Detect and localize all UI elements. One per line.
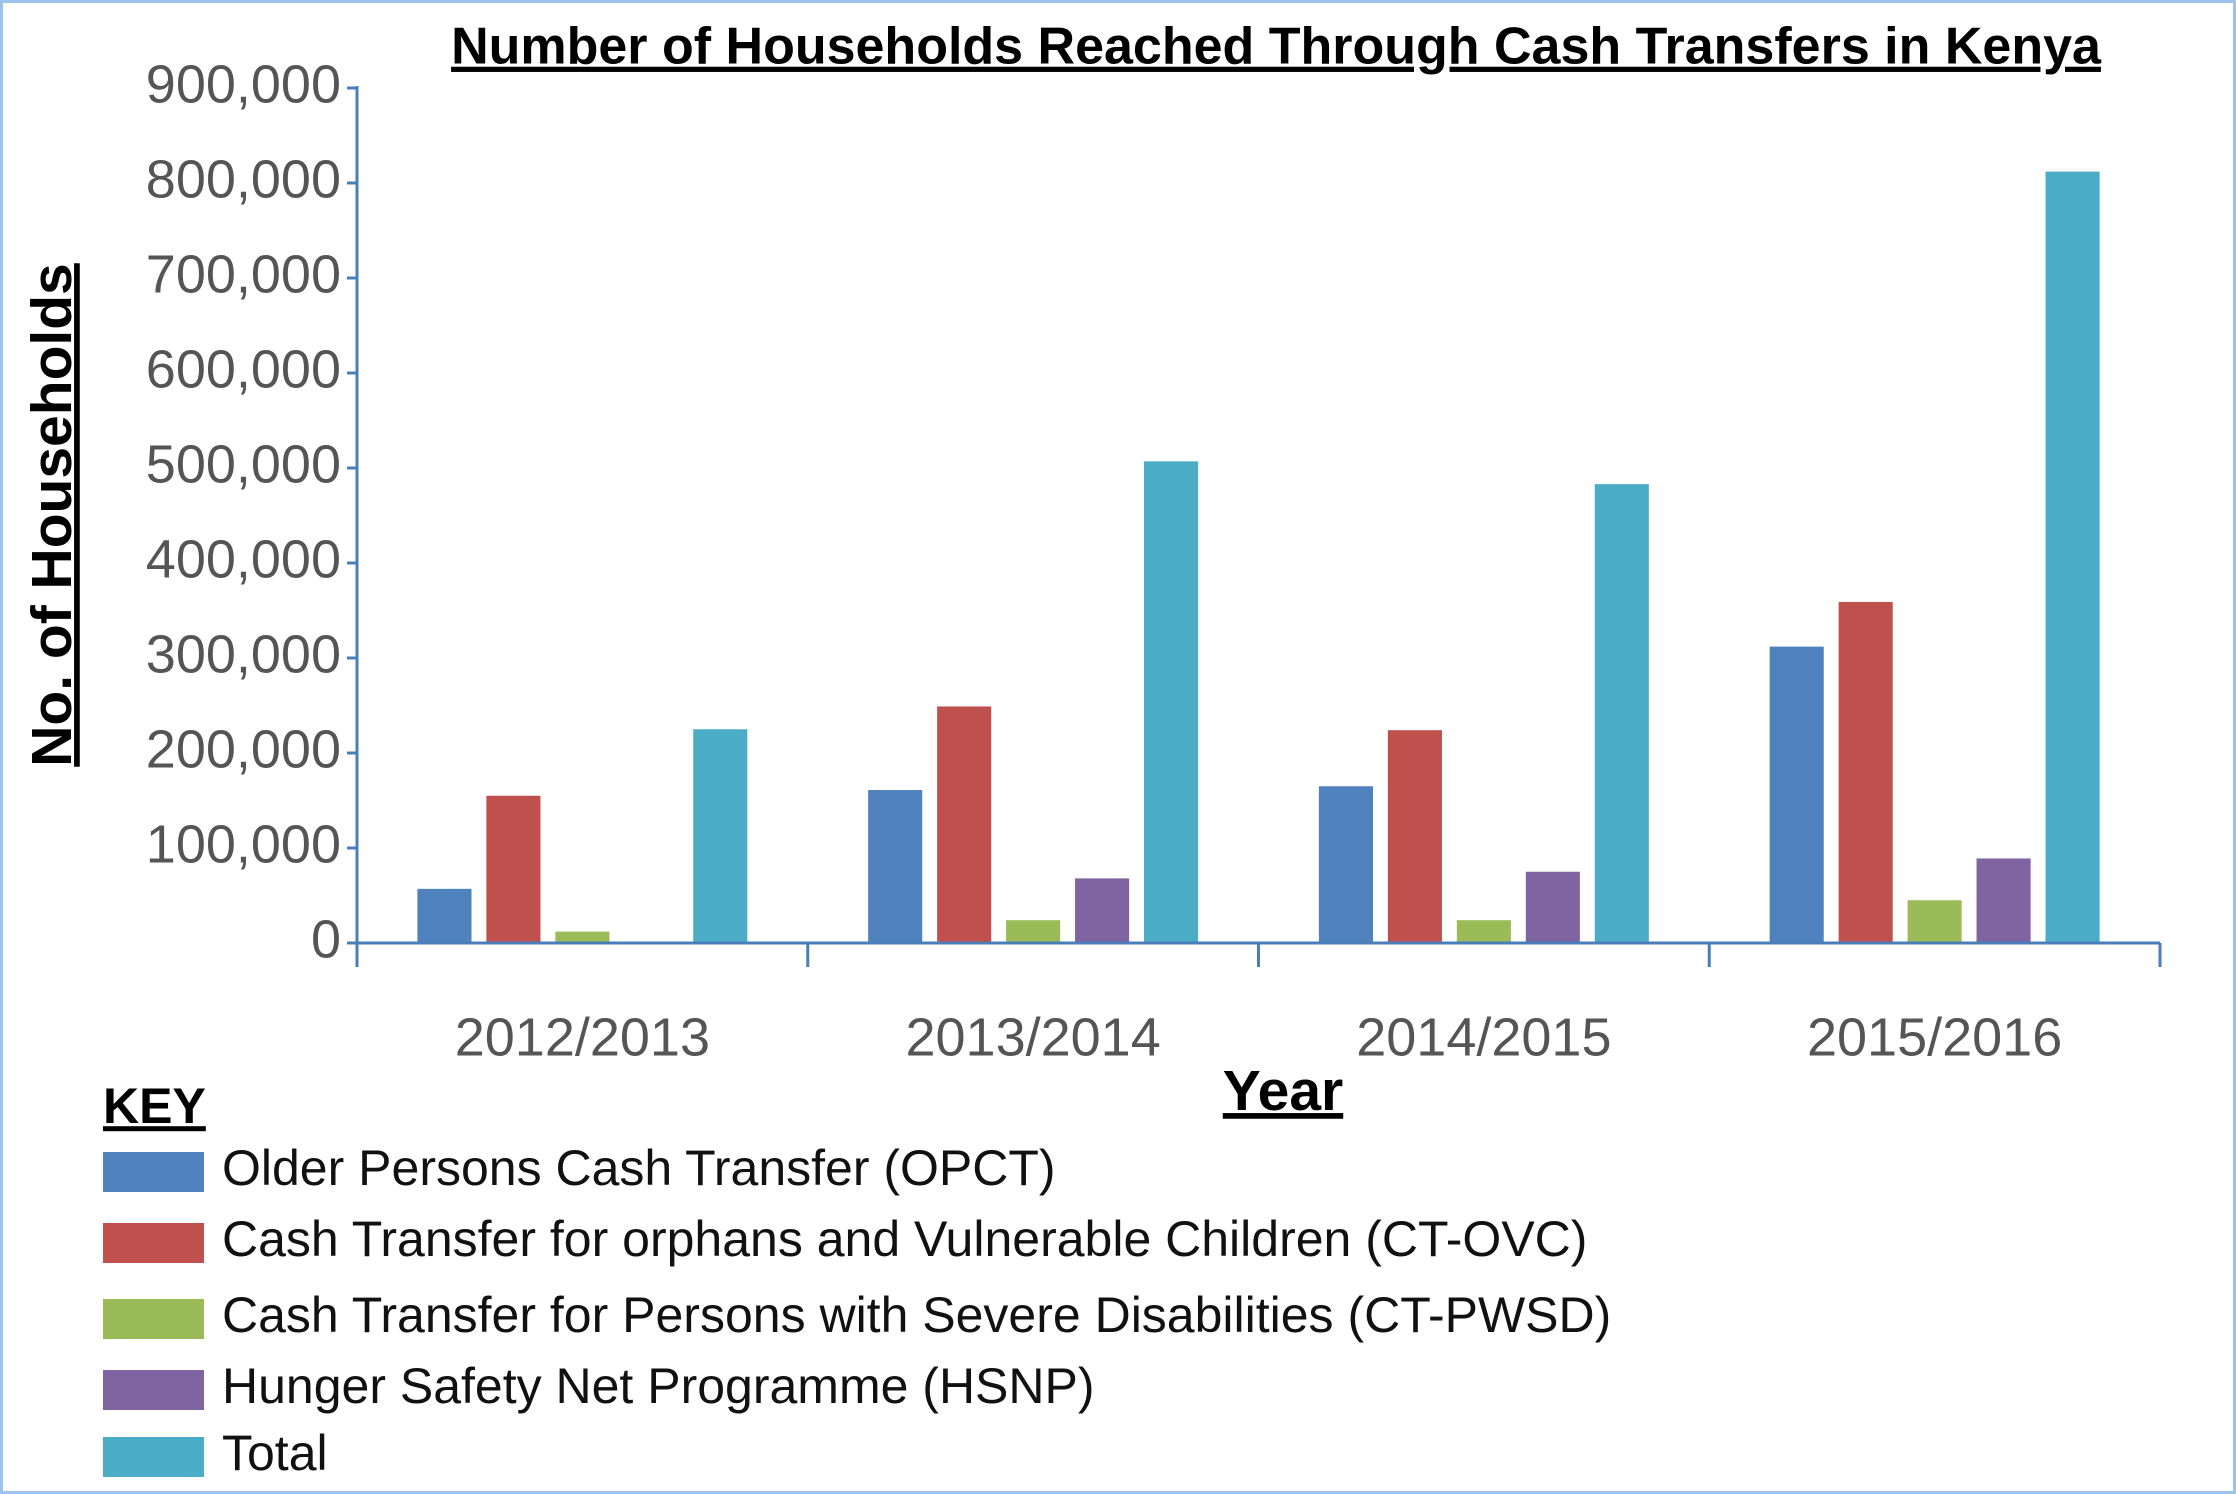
legend-label: Older Persons Cash Transfer (OPCT) <box>222 1140 1056 1196</box>
bar <box>1006 920 1061 943</box>
x-tick-label: 2012/2013 <box>455 1007 710 1067</box>
y-tick-label: 800,000 <box>146 149 341 209</box>
legend-label: Hunger Safety Net Programme (HSNP) <box>222 1358 1095 1414</box>
bar <box>555 931 610 943</box>
bar <box>1907 900 1962 943</box>
legend-swatch <box>103 1370 204 1410</box>
legend-label: Total <box>222 1425 328 1481</box>
legend-swatch <box>103 1152 204 1192</box>
x-tick-label: 2014/2015 <box>1356 1007 1611 1067</box>
chart-title: Number of Households Reached Through Cas… <box>451 18 2102 76</box>
y-tick-label: 0 <box>311 909 341 969</box>
y-tick-label: 900,000 <box>146 54 341 114</box>
legend-swatch <box>103 1437 204 1477</box>
bar <box>1387 730 1442 943</box>
y-axis-label: No. of Households <box>20 263 84 766</box>
bar <box>486 795 541 943</box>
bar <box>1525 871 1580 943</box>
y-tick-label: 100,000 <box>146 814 341 874</box>
bar <box>1318 786 1373 943</box>
x-tick-label: 2015/2016 <box>1807 1007 2062 1067</box>
x-axis-label: Year <box>1223 1059 1343 1123</box>
bar <box>1075 878 1130 943</box>
y-tick-label: 400,000 <box>146 529 341 589</box>
y-tick-label: 300,000 <box>146 624 341 684</box>
legend-title: KEY <box>103 1078 206 1134</box>
y-tick-label: 200,000 <box>146 719 341 779</box>
legend-swatch <box>103 1299 204 1339</box>
bar <box>937 706 992 943</box>
y-tick-label: 700,000 <box>146 244 341 304</box>
bar <box>1976 858 2031 943</box>
legend-swatch <box>103 1223 204 1263</box>
y-tick-label: 500,000 <box>146 434 341 494</box>
bar <box>1594 484 1649 943</box>
bar <box>417 888 472 943</box>
x-tick-label: 2013/2014 <box>905 1007 1160 1067</box>
bar <box>868 790 923 943</box>
bar <box>693 729 748 943</box>
bar <box>1456 920 1511 943</box>
y-tick-label: 600,000 <box>146 339 341 399</box>
bar <box>2045 171 2100 944</box>
legend-label: Cash Transfer for orphans and Vulnerable… <box>222 1211 1587 1267</box>
bar <box>1838 601 1893 943</box>
bar <box>1769 646 1824 943</box>
legend-label: Cash Transfer for Persons with Severe Di… <box>222 1287 1611 1343</box>
bar <box>1144 461 1199 943</box>
